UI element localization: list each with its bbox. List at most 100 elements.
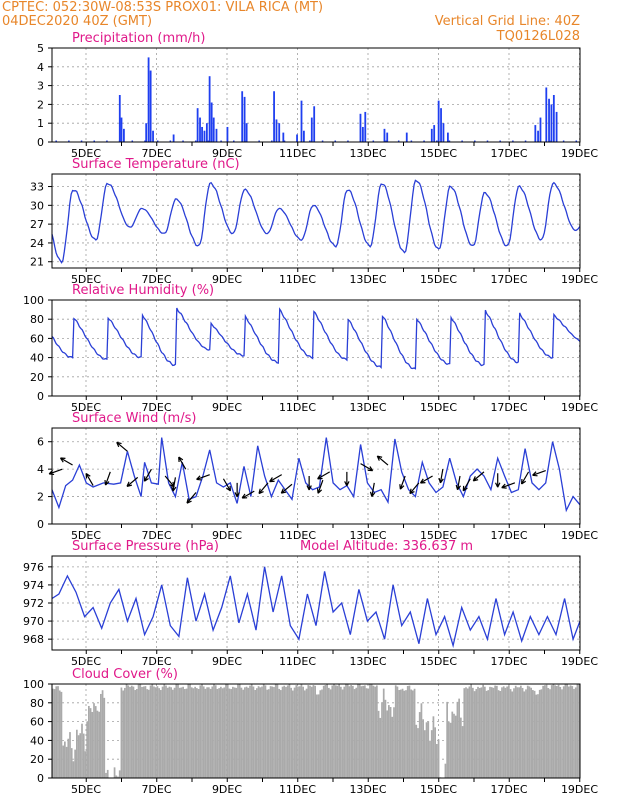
chart-precip-bar-trace bbox=[194, 140, 197, 142]
chart-cloud-x-tick-label: 13DEC bbox=[349, 783, 386, 796]
chart-cloud-bar bbox=[420, 703, 423, 778]
chart-precip-bar-trace bbox=[169, 140, 172, 142]
chart-precip-frame bbox=[51, 47, 581, 143]
chart-cloud-bar bbox=[449, 722, 452, 778]
chart-cloud-bar bbox=[271, 686, 274, 778]
chart-cloud-bar bbox=[376, 685, 378, 778]
chart-pres-title: Surface Pressure (hPa) bbox=[72, 539, 219, 554]
chart-pres-x-tick-label: 5DEC bbox=[71, 655, 101, 668]
chart-cloud-bar bbox=[576, 684, 579, 778]
chart-cloud-bar bbox=[218, 688, 220, 778]
chart-cloud-bar bbox=[208, 687, 210, 778]
chart-precip-bar bbox=[172, 134, 175, 142]
chart-cloud-bar bbox=[496, 685, 498, 778]
chart-cloud-bar bbox=[578, 684, 580, 778]
chart-cloud-bar bbox=[257, 686, 260, 778]
chart-cloud-bar bbox=[429, 740, 431, 778]
chart-cloud-bar bbox=[398, 690, 400, 778]
chart-cloud-bar bbox=[281, 686, 284, 778]
chart-precip-bar bbox=[203, 130, 206, 142]
chart-pres-y-tick-label: 970 bbox=[23, 615, 44, 628]
chart-precip-bar-trace bbox=[537, 140, 539, 142]
chart-cloud-bar bbox=[405, 690, 407, 778]
chart-pres-x-tick-label: 13DEC bbox=[349, 655, 386, 668]
chart-wind-wind-arrow bbox=[178, 456, 187, 470]
chart-precip-bar bbox=[210, 102, 213, 142]
chart-precip-bar bbox=[555, 111, 558, 142]
chart-precip-bar bbox=[196, 108, 199, 142]
chart-precip-bar bbox=[303, 130, 305, 142]
chart-precip-bar-trace bbox=[182, 140, 184, 142]
chart-precip-bar bbox=[437, 100, 440, 142]
chart-cloud-bar bbox=[448, 721, 450, 778]
chart-wind-x-tick-label: 9DEC bbox=[212, 529, 242, 542]
chart-cloud-bar bbox=[562, 686, 565, 778]
chart-cloud-y-tick-label: 60 bbox=[30, 716, 44, 729]
chart-cloud-bar bbox=[367, 688, 370, 778]
chart-precip-bar bbox=[364, 111, 367, 142]
chart-cloud-bar bbox=[508, 685, 510, 778]
chart-precip-bar bbox=[405, 132, 408, 142]
chart-cloud-bar bbox=[382, 688, 385, 778]
chart-cloud-bar bbox=[523, 691, 526, 778]
chart-precip-bar-trace bbox=[436, 140, 438, 142]
chart-cloud-bar bbox=[573, 688, 575, 778]
chart-cloud-bar bbox=[67, 738, 70, 778]
chart-cloud-bar bbox=[88, 705, 90, 778]
header: CPTEC: 052:30W-08:53S PROX01: VILA RICA … bbox=[0, 0, 618, 46]
chart-temp-y-tick-label: 27 bbox=[30, 218, 44, 231]
chart-precip-bar bbox=[442, 123, 445, 142]
chart-cloud-bar bbox=[91, 711, 94, 778]
chart-cloud-bar bbox=[182, 686, 184, 778]
chart-rh-series-line bbox=[51, 307, 581, 370]
chart-pres-y-tick-label: 976 bbox=[23, 561, 44, 574]
chart-precip-bar-trace bbox=[80, 140, 83, 142]
chart-cloud-bar bbox=[105, 772, 107, 778]
chart-cloud-bar bbox=[492, 687, 495, 778]
chart-cloud-bar bbox=[197, 689, 200, 778]
chart-cloud-bar bbox=[62, 745, 64, 778]
chart-temp-frame bbox=[51, 173, 581, 269]
chart-cloud-bar bbox=[526, 685, 529, 778]
chart-cloud-bar bbox=[156, 686, 159, 778]
chart-cloud-bar bbox=[569, 685, 572, 778]
chart-cloud-bar bbox=[202, 686, 205, 778]
chart-cloud-bar bbox=[307, 685, 310, 778]
chart-cloud-bar bbox=[319, 690, 322, 778]
chart-pres-x-tick-label: 17DEC bbox=[490, 655, 527, 668]
chart-cloud-bar bbox=[352, 685, 354, 778]
chart-pres-x-tick-label: 15DEC bbox=[420, 655, 457, 668]
chart-cloud-bar bbox=[120, 687, 123, 778]
chart-wind-wind-arrow bbox=[241, 490, 255, 499]
chart-precip-bar bbox=[152, 130, 154, 142]
chart-rh-x-tick-label: 15DEC bbox=[420, 401, 457, 414]
chart-cloud-bar bbox=[141, 686, 143, 778]
chart-wind-wind-arrow bbox=[472, 471, 485, 482]
chart-cloud-bar bbox=[499, 690, 502, 778]
chart-cloud-bar bbox=[170, 687, 172, 778]
chart-cloud-bar bbox=[417, 728, 419, 778]
chart-cloud-bar bbox=[513, 688, 515, 778]
chart-cloud-bar bbox=[53, 689, 56, 778]
chart-precip-x-tick-label: 7DEC bbox=[141, 147, 171, 160]
chart-rh-x-tick-label: 19DEC bbox=[561, 401, 598, 414]
chart-cloud-bar bbox=[338, 684, 340, 778]
chart-cloud-bar bbox=[365, 688, 368, 778]
chart-cloud-bar bbox=[113, 767, 116, 778]
chart-cloud-bar bbox=[238, 684, 241, 778]
chart-wind-wind-arrow bbox=[280, 483, 293, 494]
chart-cloud-bar bbox=[245, 686, 248, 778]
chart-precip-bar bbox=[545, 87, 548, 142]
chart-cloud-bar bbox=[273, 687, 275, 778]
chart-cloud-bar bbox=[400, 689, 402, 778]
chart-cloud-bar bbox=[136, 689, 138, 778]
chart-wind-wind-arrow bbox=[186, 492, 197, 504]
chart-cloud-bar bbox=[314, 685, 316, 778]
chart-cloud-bar bbox=[490, 687, 493, 778]
chart-cloud-bar bbox=[574, 687, 577, 778]
chart-cloud-bar bbox=[274, 684, 277, 778]
chart-cloud-bar bbox=[292, 690, 294, 778]
chart-cloud-bar bbox=[487, 690, 490, 778]
chart-cloud-bar bbox=[511, 691, 514, 778]
chart-cloud-bar bbox=[477, 686, 479, 778]
